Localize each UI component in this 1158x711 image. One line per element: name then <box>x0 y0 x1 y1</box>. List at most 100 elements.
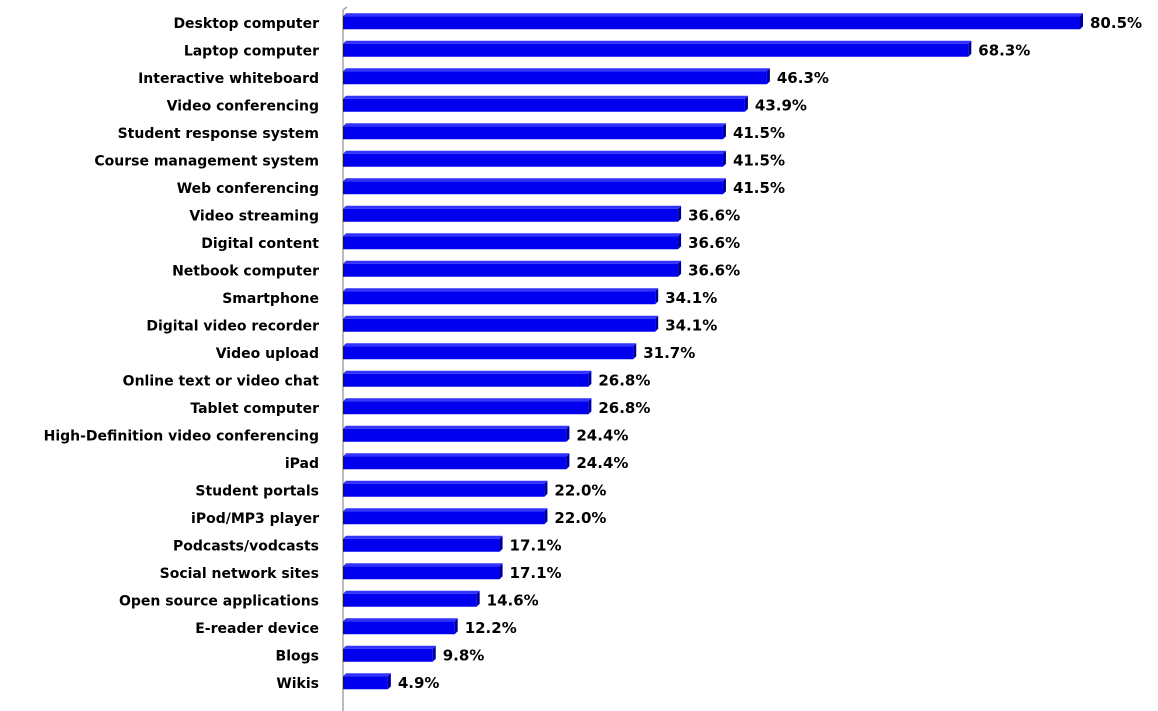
bar-top <box>343 398 592 402</box>
bar <box>343 453 570 470</box>
category-label: Tablet computer <box>190 401 319 417</box>
category-label: Course management system <box>94 153 319 169</box>
value-label: 34.1% <box>665 316 717 334</box>
bar-top <box>343 288 659 292</box>
value-label: 24.4% <box>576 426 628 444</box>
bar <box>343 95 748 112</box>
category-label: Blogs <box>276 648 319 664</box>
value-label: 41.5% <box>733 179 785 197</box>
bar-side <box>968 40 972 57</box>
bar-top <box>343 453 570 457</box>
bar-face <box>343 98 745 112</box>
bar-face <box>343 483 545 497</box>
category-label: Digital content <box>201 236 319 252</box>
bar-side <box>678 260 682 277</box>
bar <box>343 288 659 305</box>
value-label: 24.4% <box>576 454 628 472</box>
bar-top <box>343 40 972 44</box>
bar <box>343 480 548 497</box>
bar-side <box>387 673 391 690</box>
bar-side <box>722 178 726 195</box>
bar-top <box>343 95 748 99</box>
bar-side <box>544 480 548 497</box>
bar <box>343 178 726 195</box>
bar-face <box>343 318 656 332</box>
category-label: Wikis <box>276 676 319 692</box>
bar-top <box>343 563 503 567</box>
category-label: Interactive whiteboard <box>138 71 319 87</box>
bar <box>343 590 480 607</box>
bar-face <box>343 153 723 167</box>
value-label: 31.7% <box>643 344 695 362</box>
value-label: 22.0% <box>554 481 606 499</box>
value-label: 4.9% <box>398 674 440 692</box>
category-label: Video conferencing <box>167 98 319 114</box>
bar-face <box>343 566 500 580</box>
value-label: 68.3% <box>978 41 1030 59</box>
bar <box>343 343 637 360</box>
value-label: 17.1% <box>510 564 562 582</box>
value-label: 26.8% <box>598 399 650 417</box>
bar-top <box>343 343 637 347</box>
bar-face <box>343 126 723 140</box>
bar-top <box>343 480 548 484</box>
bar-top <box>343 673 391 677</box>
bar <box>343 425 570 442</box>
category-label: Podcasts/vodcasts <box>173 538 319 554</box>
bar-face <box>343 428 567 442</box>
bar <box>343 563 503 580</box>
bar-side <box>544 508 548 525</box>
bar-top <box>343 508 548 512</box>
bar-top <box>343 618 458 622</box>
value-label: 36.6% <box>688 234 740 252</box>
bar <box>343 68 770 85</box>
bar-top <box>343 645 436 649</box>
bar-top <box>343 205 682 209</box>
value-label: 41.5% <box>733 151 785 169</box>
bar-top <box>343 150 726 154</box>
bar-side <box>655 315 659 332</box>
bar-side <box>566 425 570 442</box>
bar-side <box>476 590 480 607</box>
value-label: 17.1% <box>510 536 562 554</box>
value-label: 36.6% <box>688 206 740 224</box>
bar-top <box>343 13 1083 17</box>
bar-side <box>722 123 726 140</box>
value-label: 34.1% <box>665 289 717 307</box>
value-label: 14.6% <box>487 591 539 609</box>
bar-side <box>722 150 726 167</box>
bar <box>343 13 1083 30</box>
bar-face <box>343 401 589 415</box>
bar <box>343 150 726 167</box>
category-label: iPod/MP3 player <box>191 511 319 527</box>
bar <box>343 315 659 332</box>
bar-face <box>343 538 500 552</box>
bar-top <box>343 123 726 127</box>
bar-top <box>343 260 682 264</box>
bar <box>343 260 682 277</box>
bar-face <box>343 263 679 277</box>
bar-face <box>343 16 1080 30</box>
value-label: 36.6% <box>688 261 740 279</box>
bar <box>343 618 458 635</box>
bar-face <box>343 676 388 690</box>
bar-side <box>432 645 436 662</box>
y-axis-cap <box>342 6 348 11</box>
bar <box>343 233 682 250</box>
category-label: iPad <box>285 456 319 472</box>
bar-top <box>343 425 570 429</box>
value-labels-layer: 80.5% 68.3% 46.3% 43.9% 41.5% 41.5% 41.5% 36.6%… <box>398 14 1142 692</box>
bar-side <box>499 535 503 552</box>
bar-face <box>343 648 433 662</box>
bar-top <box>343 233 682 237</box>
category-labels-layer: Desktop computer Laptop computer Interacti… <box>44 16 320 692</box>
category-label: Netbook computer <box>172 263 319 279</box>
bar-top <box>343 315 659 319</box>
bar-face <box>343 621 455 635</box>
category-label: Social network sites <box>160 566 319 582</box>
bar <box>343 123 726 140</box>
bars-layer <box>343 13 1083 690</box>
category-label: Smartphone <box>222 291 319 307</box>
